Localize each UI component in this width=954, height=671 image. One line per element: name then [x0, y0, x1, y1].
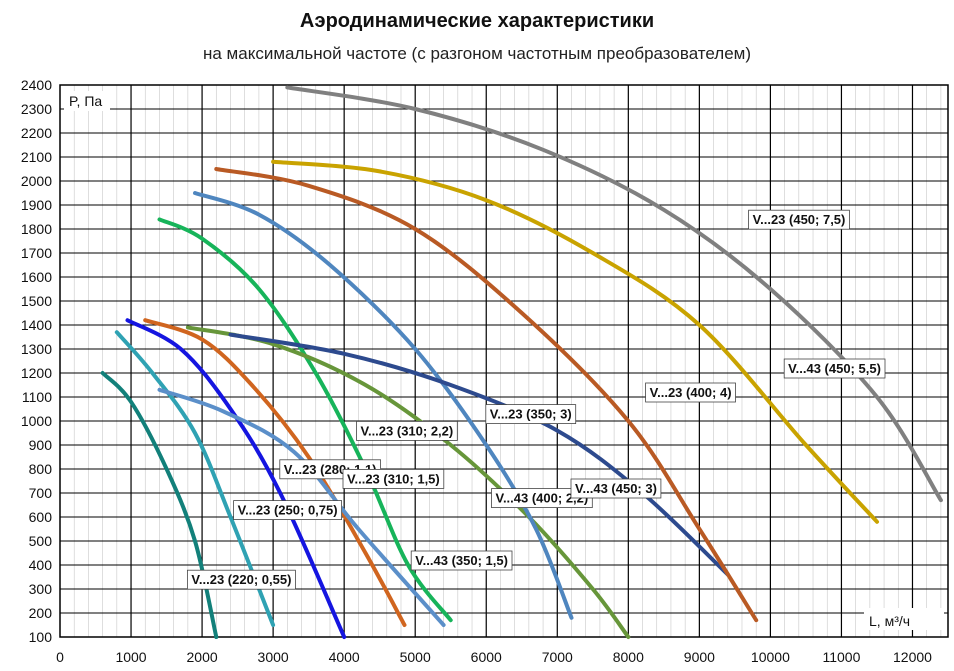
series-label-text: V...43 (350; 1,5) — [415, 553, 508, 568]
series-line — [125, 318, 347, 639]
series-label-box — [410, 550, 513, 571]
y-tick-label: 600 — [29, 509, 53, 525]
x-tick-label: 7000 — [542, 649, 573, 665]
series-label-text: V...43 (450; 5,5) — [788, 361, 881, 376]
series-line — [193, 191, 574, 620]
series-label-box — [233, 500, 343, 521]
series-label-box — [342, 468, 445, 489]
series-label: V...23 (400; 4) — [645, 382, 736, 403]
series-line — [285, 85, 943, 503]
series-label-text: V...23 (250; 0,75) — [238, 503, 338, 518]
x-tick-labels: 0 1000 2000 3000 4000 5000 6000 7000 8000 9000 100… — [56, 649, 932, 665]
series-label: V...43 (450; 5,5) — [783, 358, 886, 379]
y-tick-label: 1200 — [21, 365, 52, 381]
y-tick-label: 2400 — [21, 77, 52, 93]
series-label-text: V...23 (400; 4) — [650, 385, 732, 400]
y-tick-label: 100 — [29, 629, 53, 645]
x-tick-label: 10000 — [751, 649, 790, 665]
y-tick-label: 2200 — [21, 125, 52, 141]
y-tick-label: 300 — [29, 581, 53, 597]
x-tick-label: 1000 — [115, 649, 146, 665]
y-tick-label: 800 — [29, 461, 53, 477]
x-tick-label: 11000 — [822, 649, 860, 665]
series-label: V...43 (450; 3) — [570, 478, 662, 499]
y-tick-label: 2000 — [21, 173, 52, 189]
series-label-text: V...23 (450; 7,5) — [753, 212, 846, 227]
series-line — [185, 325, 631, 639]
series-label-text: V...43 (400; 2,2) — [495, 491, 588, 506]
y-tick-label: 1600 — [21, 269, 52, 285]
series-label-box — [748, 209, 850, 230]
y-tick-label: 2300 — [21, 101, 52, 117]
y-tick-label: 2100 — [21, 149, 52, 165]
series-label: V...43 (350; 1,5) — [410, 550, 513, 571]
y-tick-label: 1800 — [21, 221, 52, 237]
series-labels: V...23 (220; 0,55) V...23 (250; 0,75) V...… — [186, 209, 886, 590]
y-tick-label: 400 — [29, 557, 53, 573]
x-tick-label: 8000 — [613, 649, 644, 665]
x-tick-label: 0 — [56, 649, 64, 665]
series-label-text: V...23 (310; 2,2) — [360, 423, 453, 438]
x-tick-label: 2000 — [187, 649, 218, 665]
y-tick-label: 1100 — [22, 389, 52, 405]
y-tick-label: 1900 — [21, 197, 52, 213]
y-tick-label: 200 — [29, 605, 53, 621]
series-label-box — [570, 478, 662, 499]
x-tick-label: 5000 — [400, 649, 431, 665]
series-line — [143, 318, 407, 627]
y-tick-label: 500 — [29, 533, 53, 549]
xlabel-background — [864, 608, 944, 630]
series-label: V...23 (310; 2,2) — [356, 420, 458, 441]
plot-frame — [59, 84, 949, 638]
series-label-text: V...43 (450; 3) — [575, 481, 657, 496]
series-label-text: V...23 (310; 1,5) — [347, 471, 440, 486]
y-tick-label: 1300 — [21, 341, 52, 357]
series-line — [271, 159, 879, 524]
series-label: V...23 (350; 3) — [485, 404, 577, 425]
y-axis-label: P, Па — [69, 93, 102, 109]
series-line — [114, 330, 276, 627]
series-label: V...23 (220; 0,55) — [186, 569, 296, 590]
series-label-box — [356, 420, 458, 441]
series-line — [214, 167, 759, 623]
chart-title: Аэродинамические характеристики — [299, 10, 655, 32]
y-tick-labels: 100 200 300 400 500 600 700 800 900 1000 1100 1200 1… — [21, 77, 52, 645]
y-tick-label: 700 — [29, 485, 53, 501]
series-label-text: V...23 (350; 3) — [490, 407, 572, 422]
y-tick-label: 900 — [29, 437, 53, 453]
y-tick-label: 1700 — [21, 245, 52, 261]
series-line — [157, 217, 453, 623]
y-tick-label: 1500 — [21, 293, 52, 309]
x-tick-label: 4000 — [329, 649, 360, 665]
x-tick-label: 9000 — [684, 649, 715, 665]
series-line — [157, 387, 446, 627]
series-label-text: V...23 (220; 0,55) — [191, 572, 291, 587]
series-label: V...23 (450; 7,5) — [748, 209, 850, 230]
x-tick-label: 3000 — [258, 649, 289, 665]
series-label: V...23 (310; 1,5) — [342, 468, 445, 489]
x-tick-label: 12000 — [893, 649, 932, 665]
series-label-box — [186, 569, 296, 590]
series-label-box — [645, 382, 736, 403]
series-label: V...23 (250; 0,75) — [233, 500, 343, 521]
ylabel-background — [64, 91, 110, 111]
x-tick-label: 6000 — [471, 649, 502, 665]
y-tick-label: 1000 — [21, 413, 52, 429]
series-lines — [100, 85, 943, 639]
x-axis-label: L, м³/ч — [869, 613, 910, 629]
series-label-box — [485, 404, 577, 425]
chart-subtitle: на максимальной частоте (с разгоном част… — [202, 44, 751, 63]
y-tick-label: 1400 — [21, 317, 52, 333]
series-label-box — [783, 358, 886, 379]
